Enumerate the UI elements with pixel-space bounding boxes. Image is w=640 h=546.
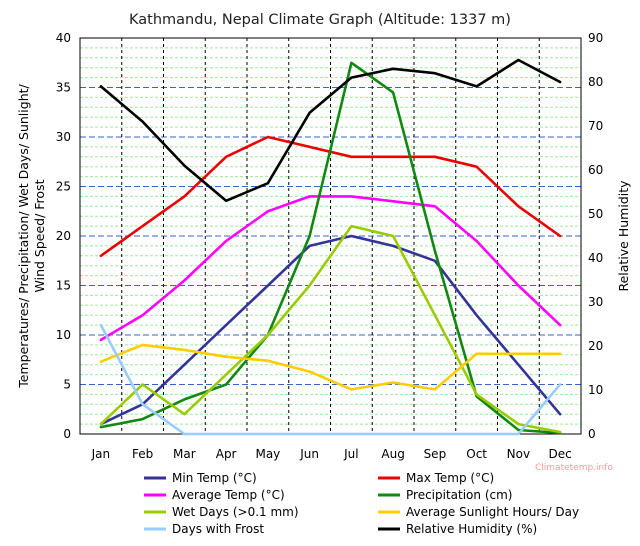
right-axis-label: Relative Humidity [616, 180, 631, 292]
axis-layer: 0 5 10 15 20 25 30 35 40 0 10 20 30 40 50 60 70 80 90 Jan Fe… [56, 31, 604, 461]
right-axis-tick-label: 20 [588, 339, 603, 353]
legend-label: Min Temp (°C) [172, 471, 257, 485]
left-axis-label-line-2: Wind Speed/ Frost [32, 179, 47, 292]
left-axis-tick-label: 20 [56, 229, 71, 243]
series-line-wet-days-0-1-mm [99, 224, 562, 434]
x-axis-tick-label: Jun [299, 447, 319, 461]
left-axis-tick-label: 5 [63, 378, 71, 392]
left-axis-tick-label: 0 [63, 427, 71, 441]
right-axis-tick-label: 40 [588, 251, 603, 265]
left-axis-tick-label: 40 [56, 31, 71, 45]
right-axis-tick-label: 30 [588, 295, 603, 309]
right-axis-tick-label: 70 [588, 119, 603, 133]
left-axis-label-line-1: Temperatures/ Precipitation/ Wet Days/ S… [16, 83, 31, 388]
legend-item-average-temp-c: Average Temp (°C) [144, 488, 285, 502]
right-axis-tick-label: 0 [588, 427, 596, 441]
legend-label: Days with Frost [172, 522, 264, 536]
series-line-relative-humidity [99, 58, 562, 203]
x-axis-tick-label: Apr [216, 447, 237, 461]
legend-label: Wet Days (>0.1 mm) [172, 505, 299, 519]
series-line-min-temp-c [99, 234, 562, 426]
legend-label: Max Temp (°C) [406, 471, 494, 485]
x-axis-tick-label: Oct [466, 447, 487, 461]
series-line-average-sunlight-hours-day [99, 343, 562, 391]
x-axis-tick-label: May [255, 447, 280, 461]
legend-item-min-temp-c: Min Temp (°C) [144, 471, 257, 485]
series-line-days-with-frost [99, 323, 562, 436]
legend-label: Average Sunlight Hours/ Day [406, 505, 579, 519]
legend-label: Precipitation (cm) [406, 488, 512, 502]
legend-item-days-with-frost: Days with Frost [144, 522, 264, 536]
left-axis-tick-label: 10 [56, 328, 71, 342]
x-axis-tick-label: Jan [91, 447, 111, 461]
left-axis-tick-label: 25 [56, 180, 71, 194]
x-axis-tick-label: Mar [173, 447, 196, 461]
x-axis-tick-label: Feb [132, 447, 153, 461]
watermark: Climatetemp.info [535, 463, 613, 473]
legend-item-precipitation-cm: Precipitation (cm) [378, 488, 512, 502]
right-axis-tick-label: 90 [588, 31, 603, 45]
series-line-average-temp-c [99, 195, 562, 342]
left-axis-tick-label: 15 [56, 279, 71, 293]
left-axis-tick-label: 35 [56, 81, 71, 95]
x-axis-tick-label: Nov [507, 447, 530, 461]
right-axis-tick-label: 60 [588, 163, 603, 177]
legend-label: Relative Humidity (%) [406, 522, 537, 536]
series-layer [99, 58, 562, 436]
right-axis-tick-label: 50 [588, 207, 603, 221]
legend-item-max-temp-c: Max Temp (°C) [378, 471, 494, 485]
x-axis-tick-label: Sep [424, 447, 447, 461]
legend-item-average-sunlight-hours-day: Average Sunlight Hours/ Day [378, 505, 579, 519]
right-axis-tick-label: 80 [588, 75, 603, 89]
legend: Min Temp (°C) Max Temp (°C) Average Temp (… [144, 471, 579, 536]
series-line-precipitation-cm [99, 61, 562, 435]
x-axis-tick-label: Aug [381, 447, 404, 461]
left-axis-tick-label: 30 [56, 130, 71, 144]
legend-label: Average Temp (°C) [172, 488, 285, 502]
chart-title: Kathmandu, Nepal Climate Graph (Altitude… [129, 12, 511, 28]
legend-item-wet-days-0-1-mm: Wet Days (>0.1 mm) [144, 505, 299, 519]
grid-layer [80, 38, 581, 434]
x-axis-tick-label: Jul [343, 447, 358, 461]
right-axis-tick-label: 10 [588, 383, 603, 397]
legend-item-relative-humidity: Relative Humidity (%) [378, 522, 537, 536]
x-axis-tick-label: Dec [549, 447, 572, 461]
